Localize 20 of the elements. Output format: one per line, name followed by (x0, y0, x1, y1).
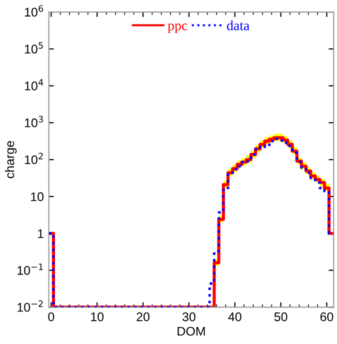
y-tick-label: 10$^{2}$ (24, 152, 43, 164)
y-tick-label: 1 (38, 229, 44, 238)
x-axis-title: DOM (178, 326, 205, 336)
y-tick-label: 10$^{5}$ (24, 42, 43, 54)
y-tick-label: 10 (31, 192, 44, 202)
y-tick-label: 10$^{−1}$ (18, 264, 43, 275)
x-tick-label: 60 (320, 312, 334, 322)
y-tick-label: 10$^{6}$ (24, 5, 44, 17)
y-tick-label: 10$^{3}$ (24, 116, 43, 128)
y-axis-title: charge (4, 141, 17, 178)
x-tick-label: 20 (136, 312, 150, 322)
y-tick-label: 10$^{−2}$ (18, 300, 43, 312)
x-tick-label: 30 (182, 312, 196, 322)
legend-label: ppc (168, 24, 188, 34)
x-tick-label: 40 (228, 312, 242, 322)
legend-label: data (227, 20, 250, 30)
x-tick-label: 10 (91, 312, 104, 322)
x-tick-label: 0 (48, 312, 54, 322)
x-tick-label: 50 (274, 312, 288, 322)
y-tick-label: 10$^{4}$ (24, 79, 44, 90)
